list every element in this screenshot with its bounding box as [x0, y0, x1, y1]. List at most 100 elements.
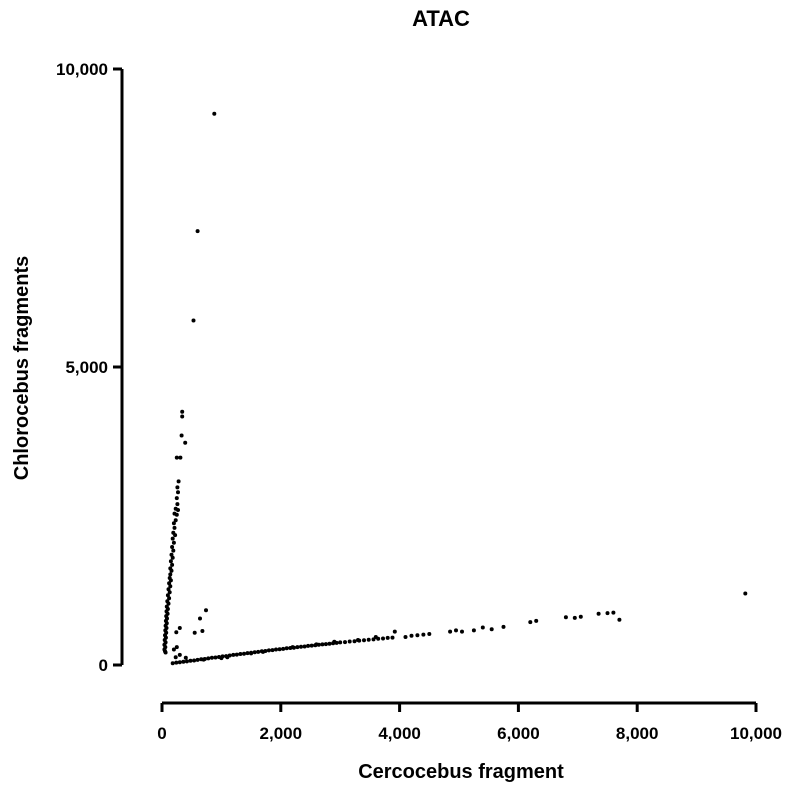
data-point	[170, 555, 175, 560]
data-point	[373, 635, 378, 639]
data-point	[454, 628, 458, 633]
y-tick-label: 10,000	[56, 60, 108, 79]
data-point	[171, 647, 176, 652]
data-point	[175, 502, 180, 507]
data-point	[173, 655, 178, 660]
data-point	[314, 642, 319, 647]
data-point	[167, 590, 172, 595]
data-point	[572, 615, 577, 620]
data-point	[170, 562, 175, 567]
data-point	[415, 633, 420, 638]
data-point	[480, 625, 485, 630]
data-point	[234, 652, 239, 657]
data-point	[168, 559, 173, 564]
data-point	[183, 655, 188, 660]
data-point	[362, 638, 366, 643]
data-point	[178, 455, 183, 460]
chart-title: ATAC	[412, 6, 470, 31]
data-point	[266, 648, 271, 653]
data-point	[343, 640, 347, 645]
data-point	[177, 652, 182, 657]
data-point	[174, 645, 179, 650]
data-point	[173, 518, 178, 523]
data-point	[245, 651, 250, 656]
data-point	[528, 620, 533, 625]
data-point	[385, 635, 390, 640]
y-axis-label: Chlorocebus fragments	[11, 256, 33, 480]
data-point	[168, 578, 173, 583]
data-point	[170, 536, 175, 541]
data-point	[180, 409, 185, 414]
data-point	[596, 611, 601, 616]
data-point	[290, 645, 295, 650]
data-point	[172, 525, 177, 530]
data-point	[170, 545, 175, 549]
data-point	[323, 642, 328, 647]
data-point	[192, 658, 197, 663]
data-point	[501, 624, 506, 629]
x-tick-label: 4,000	[378, 724, 421, 743]
data-point	[471, 628, 476, 633]
data-point	[213, 655, 218, 660]
data-point	[192, 630, 197, 635]
data-point	[327, 641, 332, 646]
data-point	[489, 627, 494, 632]
data-point	[171, 540, 176, 545]
data-point	[392, 629, 397, 634]
x-tick-label: 0	[157, 724, 166, 743]
data-point	[356, 638, 360, 642]
data-point	[743, 591, 748, 596]
data-points	[162, 111, 748, 666]
data-point	[176, 490, 180, 495]
data-point	[173, 533, 178, 538]
data-point	[188, 658, 193, 663]
data-point	[167, 581, 172, 586]
data-point	[460, 629, 464, 634]
x-axis: 0 2,000 4,000 6,000 8,000 10,000	[157, 701, 782, 743]
data-point	[242, 651, 246, 656]
data-point	[427, 632, 432, 636]
data-point	[171, 548, 176, 553]
data-point	[183, 440, 188, 445]
data-point	[201, 657, 206, 662]
data-point	[338, 640, 343, 645]
data-point	[175, 485, 180, 490]
data-point	[231, 652, 236, 657]
data-point	[249, 651, 254, 656]
data-point	[274, 647, 278, 652]
y-tick-label: 0	[99, 656, 108, 675]
data-point	[179, 433, 184, 438]
data-point	[184, 659, 189, 664]
data-point	[578, 614, 583, 619]
data-point	[563, 615, 568, 620]
data-point	[167, 596, 172, 601]
data-point	[309, 643, 314, 648]
data-point	[403, 635, 408, 639]
data-point	[605, 611, 610, 616]
data-point	[448, 629, 453, 634]
data-point	[163, 650, 168, 655]
data-point	[212, 111, 217, 116]
data-point	[166, 587, 171, 592]
data-point	[219, 656, 224, 661]
data-point	[295, 645, 300, 650]
data-point	[195, 229, 200, 234]
data-point	[209, 655, 214, 660]
data-point	[174, 455, 179, 460]
data-point	[200, 629, 205, 633]
data-point	[252, 650, 257, 655]
x-axis-label: Cercocebus fragment	[358, 761, 564, 783]
data-point	[284, 646, 289, 651]
data-point	[332, 639, 337, 644]
data-point	[238, 652, 243, 656]
data-point	[174, 660, 179, 665]
data-point	[174, 496, 179, 501]
data-point	[256, 649, 261, 654]
data-point	[390, 635, 395, 640]
data-point	[534, 618, 539, 623]
data-point	[180, 414, 185, 419]
data-point	[169, 568, 174, 573]
data-point	[347, 639, 352, 644]
data-point	[611, 610, 616, 615]
data-point	[204, 608, 208, 613]
